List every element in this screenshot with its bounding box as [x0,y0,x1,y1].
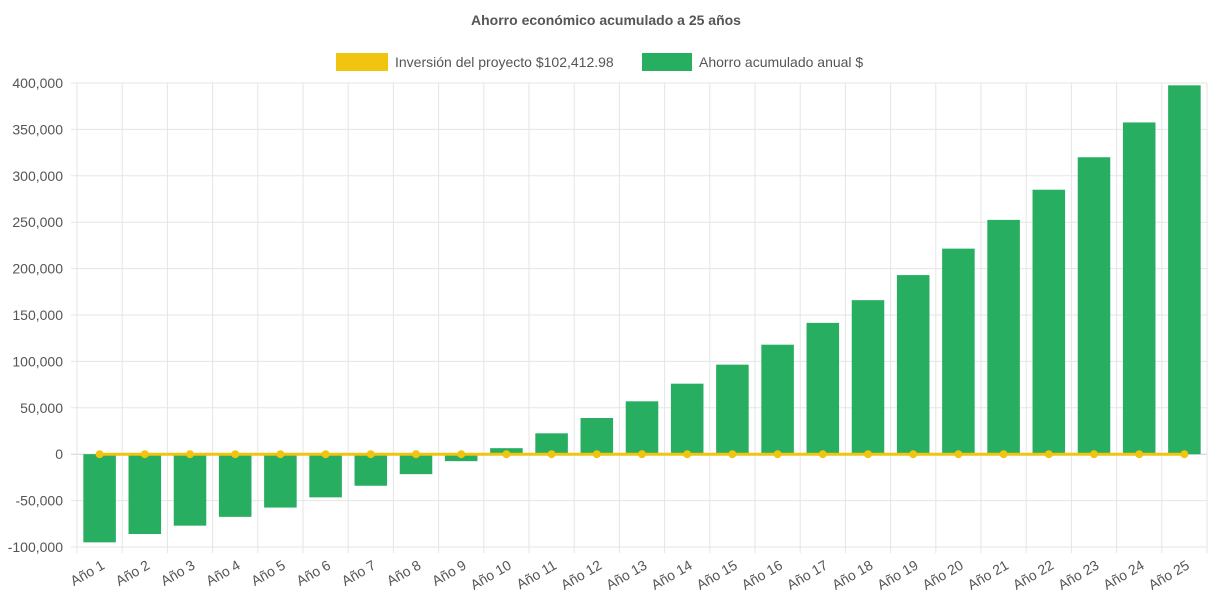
x-tick-label: Año 8 [384,557,424,589]
savings-bar[interactable] [128,454,162,535]
chart-title: Ahorro económico acumulado a 25 años [471,12,741,28]
x-tick-label: Año 5 [248,557,288,589]
investment-point[interactable] [547,450,556,459]
savings-bar[interactable] [1032,189,1066,455]
x-tick-label: Año 7 [339,557,379,589]
y-tick-label: 400,000 [12,75,63,91]
x-tick-label: Año 21 [965,557,1012,593]
investment-point[interactable] [457,450,466,459]
legend-swatch-investment [336,53,388,71]
x-tick-label: Año 4 [203,557,243,589]
savings-bar[interactable] [625,401,659,455]
savings-bar[interactable] [670,383,704,455]
x-tick-label: Año 24 [1100,557,1147,593]
x-tick-label: Año 3 [158,557,198,589]
y-tick-label: 150,000 [12,307,63,323]
investment-point[interactable] [909,450,918,459]
investment-point[interactable] [1090,450,1098,459]
x-tick-label: Año 6 [293,557,333,589]
investment-point[interactable] [1135,450,1144,459]
savings-bar[interactable] [309,454,342,498]
savings-bar[interactable] [218,454,252,517]
line-series [95,450,1189,459]
y-tick-label: 200,000 [12,261,63,277]
y-tick-label: 50,000 [20,400,63,416]
investment-point[interactable] [502,450,511,459]
grid [71,82,1208,553]
x-tick-label: Año 11 [514,557,560,593]
x-tick-label: Año 18 [829,557,876,593]
investment-point[interactable] [1044,450,1053,459]
savings-bar[interactable] [1077,157,1111,455]
investment-point[interactable] [728,450,737,459]
savings-bar[interactable] [1122,122,1156,455]
investment-point[interactable] [1180,450,1189,459]
x-tick-label: Año 20 [919,557,966,593]
investment-point[interactable] [954,450,963,459]
x-tick-label: Año 12 [558,557,605,593]
investment-point[interactable] [864,450,872,459]
savings-bar[interactable] [354,454,388,486]
investment-point[interactable] [276,450,285,459]
investment-point[interactable] [412,450,420,459]
investment-point[interactable] [773,450,782,459]
investment-point[interactable] [818,450,827,459]
savings-bar[interactable] [580,418,614,455]
investment-point[interactable] [683,450,692,459]
y-tick-label: 0 [55,446,63,462]
bar-series [83,85,1201,543]
legend-label-savings: Ahorro acumulado anual $ [699,54,863,70]
investment-point[interactable] [999,450,1008,459]
savings-bar[interactable] [399,454,433,475]
x-tick-label: Año 15 [693,557,740,593]
y-tick-label: 350,000 [12,121,63,137]
savings-bar[interactable] [761,344,794,455]
x-tick-label: Año 19 [874,557,921,593]
investment-point[interactable] [592,450,601,459]
x-tick-label: Año 9 [429,557,469,589]
savings-bar[interactable] [173,454,207,526]
x-tick-label: Año 23 [1055,557,1102,593]
x-tick-label: Año 10 [467,557,514,593]
investment-point[interactable] [638,450,646,459]
legend-label-investment: Inversión del proyecto $102,412.98 [395,54,614,70]
y-tick-label: -100,000 [8,539,63,555]
x-tick-label: Año 13 [603,557,650,593]
x-tick-label: Año 14 [648,557,695,593]
x-tick-label: Año 1 [67,557,107,589]
savings-bar[interactable] [535,433,568,455]
investment-point[interactable] [95,450,104,459]
savings-bar[interactable] [896,275,930,455]
savings-bar[interactable] [83,454,116,543]
x-tick-label: Año 16 [739,557,786,593]
x-tick-label: Año 2 [113,557,153,589]
y-tick-label: 300,000 [12,168,63,184]
x-tick-label: Año 17 [784,557,831,593]
legend: Inversión del proyecto $102,412.98 Ahorr… [336,53,863,71]
investment-point[interactable] [231,450,240,459]
investment-point[interactable] [140,450,149,459]
savings-bar[interactable] [806,322,840,455]
investment-point[interactable] [321,450,330,459]
savings-bar[interactable] [264,454,297,508]
savings-bar[interactable] [851,300,885,455]
x-tick-label: Año 25 [1145,557,1192,593]
y-tick-label: 100,000 [12,353,63,369]
legend-swatch-savings [642,53,692,71]
savings-bar[interactable] [942,248,975,455]
savings-bar[interactable] [987,219,1020,455]
investment-point[interactable] [186,450,194,459]
x-tick-label: Año 22 [1010,557,1057,593]
y-tick-label: 250,000 [12,214,63,230]
savings-bar[interactable] [1168,85,1201,455]
y-tick-label: -50,000 [16,493,64,509]
legend-item-investment[interactable]: Inversión del proyecto $102,412.98 [336,53,614,71]
legend-item-savings[interactable]: Ahorro acumulado anual $ [642,53,863,71]
investment-point[interactable] [366,450,375,459]
savings-bar[interactable] [716,364,749,455]
